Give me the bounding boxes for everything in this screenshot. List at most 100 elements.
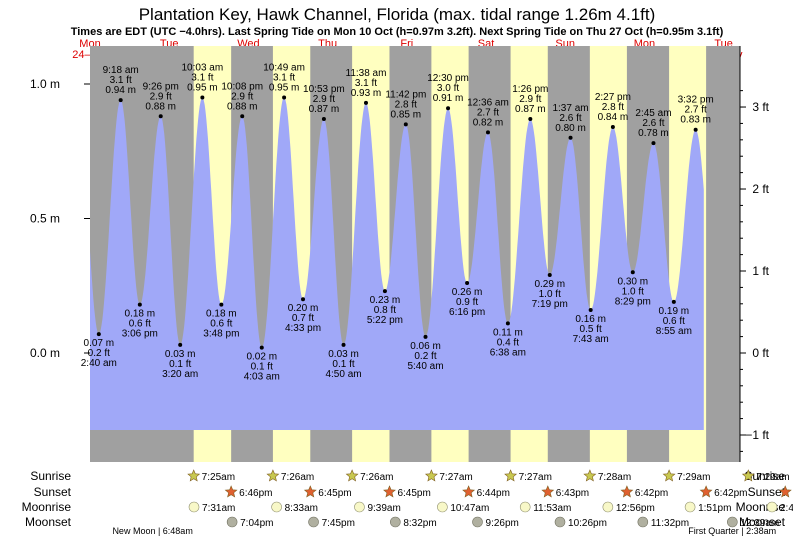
high-tide-label: 0.95 m	[187, 82, 218, 93]
moonset-time: 10:26pm	[568, 518, 607, 529]
legend-label-right: Sunrise	[744, 469, 785, 483]
high-tide-label: 2.9 ft	[313, 94, 335, 105]
right-axis-label: 3 ft	[752, 100, 769, 114]
moonrise-time: 8:33am	[285, 503, 318, 514]
low-tide-point	[423, 334, 428, 339]
high-tide-label: 10:03 am	[182, 62, 224, 73]
sunrise-time: 7:28am	[598, 472, 631, 483]
low-tide-label: 0.4 ft	[497, 337, 519, 348]
low-tide-label: 0.30 m	[617, 276, 648, 287]
sun-moon-events: 7:25am 7:26am 7:26am 7:27am 7:27am 7:28am 7:29…	[112, 469, 793, 536]
moonrise-time: 2:40pm	[780, 503, 793, 514]
high-tide-label: 2.6 ft	[642, 118, 664, 129]
high-tide-label: 2.6 ft	[559, 113, 581, 124]
left-axis-label: 0.0 m	[30, 346, 60, 360]
legend-label-left: Moonrise	[22, 500, 72, 514]
sunrise-icon	[504, 469, 518, 482]
sunrise-time: 7:27am	[439, 472, 472, 483]
high-tide-label: 3.1 ft	[191, 72, 213, 83]
left-axis: 1.0 m 0.5 m 0.0 m	[30, 77, 90, 360]
low-tide-label: 0.6 ft	[129, 319, 151, 330]
low-tide-label: 7:19 pm	[532, 299, 568, 310]
high-tide-label: 12:36 am	[467, 97, 509, 108]
high-tide-label: 3:32 pm	[678, 95, 714, 106]
moonset-icon	[637, 516, 649, 528]
moonrise-icon	[519, 501, 531, 513]
low-tide-label: 1.0 ft	[622, 286, 644, 297]
high-tide-label: 3.1 ft	[355, 78, 377, 89]
low-tide-point	[178, 342, 183, 347]
moonrise-time: 12:56pm	[616, 503, 655, 514]
high-tide-point	[403, 122, 408, 127]
high-tide-point	[568, 135, 573, 140]
low-tide-point	[259, 345, 264, 350]
high-tide-label: 9:18 am	[103, 65, 139, 76]
low-tide-label: 2:40 am	[81, 358, 117, 369]
high-tide-point	[240, 114, 245, 119]
moonset-icon	[727, 516, 738, 528]
high-tide-label: 2:27 pm	[595, 92, 631, 103]
tide-area	[90, 97, 704, 430]
moon-phase-label: First Quarter | 2:38am	[688, 526, 776, 536]
low-tide-label: 4:33 pm	[285, 323, 321, 334]
high-tide-label: 3.1 ft	[110, 75, 132, 86]
left-axis-label: 1.0 m	[30, 77, 60, 91]
high-tide-label: 0.91 m	[433, 93, 464, 104]
right-axis-label: 1 ft	[752, 264, 769, 278]
sunset-time: 6:43pm	[556, 488, 589, 499]
moonset-time: 9:26pm	[486, 518, 519, 529]
low-tide-label: 0.6 ft	[210, 319, 232, 330]
moonrise-time: 10:47am	[450, 503, 489, 514]
high-tide-label: 2.7 ft	[685, 105, 707, 116]
moonrise-icon	[188, 501, 200, 513]
low-tide-label: 0.18 m	[125, 309, 156, 320]
chart-title: Plantation Key, Hawk Channel, Florida (m…	[139, 5, 656, 24]
high-tide-label: 11:38 am	[346, 68, 387, 79]
low-tide-label: 0.26 m	[452, 287, 483, 298]
low-tide-label: 0.18 m	[206, 309, 237, 320]
low-tide-label: 4:50 am	[325, 369, 361, 380]
low-tide-point	[465, 281, 470, 286]
low-tide-label: 0.07 m	[84, 338, 115, 349]
high-tide-point	[118, 98, 123, 103]
low-tide-label: 7:43 am	[573, 334, 609, 345]
low-tide-point	[96, 332, 101, 337]
high-tide-label: 0.95 m	[269, 82, 300, 93]
high-tide-point	[528, 116, 533, 121]
sunrise-time: 7:26am	[281, 472, 314, 483]
moonset-time: 7:45pm	[322, 518, 355, 529]
high-tide-label: 1:26 pm	[512, 84, 548, 95]
low-tide-point	[588, 307, 593, 312]
moonset-icon	[472, 516, 483, 528]
moonset-icon	[308, 516, 319, 528]
low-tide-point	[505, 321, 510, 326]
high-tide-point	[446, 106, 451, 111]
high-tide-point	[321, 116, 326, 121]
right-axis-label: 0 ft	[752, 346, 769, 360]
sunset-time: 6:46pm	[239, 488, 272, 499]
right-axis-label: −1 ft	[745, 428, 769, 442]
high-tide-label: 2.8 ft	[395, 99, 417, 110]
moonset-time: 11:32pm	[651, 518, 689, 529]
sunrise-icon	[266, 469, 280, 482]
low-tide-label: 0.03 m	[328, 349, 359, 360]
moonset-icon	[554, 516, 566, 528]
low-tide-label: 0.9 ft	[456, 297, 478, 308]
sunrise-time: 7:26am	[360, 472, 393, 483]
moonrise-time: 11:53am	[533, 503, 571, 514]
sunset-icon	[462, 485, 476, 498]
sunrise-time: 7:29am	[756, 472, 789, 483]
high-tide-label: 0.93 m	[351, 88, 382, 99]
high-tide-label: 2.7 ft	[477, 107, 499, 118]
high-tide-point	[610, 125, 615, 130]
high-tide-label: 12:30 pm	[427, 73, 469, 84]
sunset-time: 6:45pm	[318, 488, 351, 499]
high-tide-label: 0.94 m	[105, 85, 136, 96]
sunrise-time: 7:27am	[519, 472, 552, 483]
high-tide-label: 2.9 ft	[519, 94, 541, 105]
moonset-time: 12:39am	[740, 518, 779, 529]
low-tide-label: 0.02 m	[246, 352, 277, 363]
low-tide-point	[301, 297, 306, 302]
low-tide-point	[341, 342, 346, 347]
